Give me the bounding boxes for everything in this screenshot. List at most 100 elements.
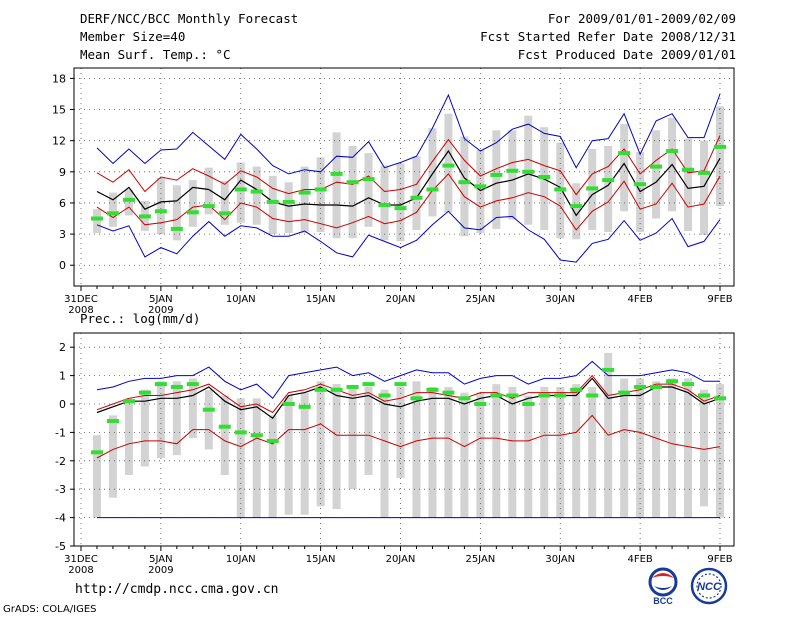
panel2-ytick-label: 2: [59, 341, 66, 354]
panel2-series-upper: [96, 374, 721, 414]
panel2-ytick-label: -2: [55, 455, 66, 468]
panel1-median: [522, 169, 535, 174]
panel2-median: [90, 450, 103, 455]
ncc-logo-text: NCC: [697, 581, 722, 593]
panel1-box: [188, 180, 197, 227]
panel2-box: [156, 381, 165, 458]
panel1-median: [138, 214, 151, 219]
panel2-median: [538, 393, 551, 398]
panel2-box: [444, 386, 453, 518]
panel2-median: [314, 387, 327, 392]
panel1-ytick-label: 15: [52, 104, 66, 117]
panel2-median: [394, 382, 407, 387]
panel1-median: [346, 180, 359, 185]
panel1-xtick-sublabel: 2009: [148, 305, 173, 316]
panel1-box: [236, 162, 245, 223]
panel1-median: [714, 144, 726, 149]
panel2-median: [266, 438, 279, 443]
panel1-median: [250, 189, 263, 194]
panel1-box: [700, 140, 709, 236]
panel1-box: [204, 167, 213, 215]
panel2-xtick-sublabel: 2009: [148, 565, 173, 576]
panel2-median: [698, 393, 711, 398]
panel2-xtick-label: 9FEB: [707, 554, 732, 565]
forecast-produced: Fcst Produced Date 2009/01/01: [517, 47, 736, 62]
panel1-xtick-label: 30JAN: [545, 294, 575, 305]
panel2-median: [202, 407, 215, 412]
panel2-median: [458, 396, 471, 401]
panel1-box: [572, 183, 581, 240]
panel1-median: [330, 171, 343, 176]
panel2-ytick-label: 1: [59, 370, 66, 383]
panel1-median: [682, 167, 695, 172]
panel2-xtick-label: 4FEB: [627, 554, 652, 565]
panel2-xtick-label: 10JAN: [226, 554, 256, 565]
panel2-box: [204, 389, 213, 450]
panel1-box: [716, 106, 724, 207]
panel2-xtick-label: 30JAN: [545, 554, 575, 565]
forecast-started: Fcst Started Refer Date 2008/12/31: [480, 29, 736, 44]
panel2-xtick-label: 25JAN: [465, 554, 495, 565]
panel2-box: [652, 381, 661, 518]
member-size: Member Size=40: [80, 29, 186, 44]
panel1-series-min: [96, 210, 721, 263]
panel2-box: [700, 389, 709, 507]
source-url[interactable]: http://cmdp.ncc.cma.gov.cn: [75, 582, 279, 597]
variable-label: Mean Surf. Temp.: °C: [80, 47, 231, 62]
panel1-box: [252, 166, 261, 225]
panel1-median: [170, 226, 183, 231]
panel1-median: [650, 164, 663, 169]
panel1-series-lower: [96, 173, 721, 231]
panel1-median: [394, 206, 407, 211]
panel1-box: [620, 124, 629, 212]
panel1-median: [586, 186, 599, 191]
panel1-box: [124, 189, 133, 216]
panel2-xtick-sublabel: 2008: [68, 565, 93, 576]
panel1-box: [604, 145, 613, 233]
panel1-ytick-label: 0: [59, 259, 66, 272]
panel2-median: [442, 390, 455, 395]
panel1-median: [442, 163, 455, 168]
panel1-median: [282, 199, 295, 204]
panel2-median: [618, 390, 631, 395]
panel2-box: [380, 389, 389, 518]
panel1-median: [218, 211, 231, 216]
panel1-median: [234, 187, 247, 192]
panel1-box: [348, 145, 357, 239]
panel1-median: [106, 211, 119, 216]
panel1-box: [476, 150, 485, 234]
panel1-ytick-label: 18: [52, 72, 66, 85]
panel1-box: [300, 166, 309, 234]
panel2-median: [586, 393, 599, 398]
panel1-median: [186, 210, 199, 215]
panel1-median: [538, 175, 551, 179]
panel1-median: [506, 168, 519, 173]
bcc-logo-text: BCC: [653, 596, 673, 606]
forecast-period: For 2009/01/01-2009/02/09: [547, 11, 736, 26]
panel2-box: [300, 392, 309, 515]
panel2-median: [378, 393, 391, 398]
panel2-median: [666, 379, 679, 384]
panel1-ytick-label: 3: [59, 228, 66, 241]
panel1-box: [172, 185, 181, 241]
panel1-ytick-label: 9: [59, 166, 66, 179]
panel1-frame: [73, 67, 735, 287]
panel2-box: [428, 386, 437, 518]
panel2-xtick-label: 5JAN: [149, 554, 172, 565]
panel2-median: [298, 404, 311, 409]
panel2-box: [236, 398, 245, 518]
panel1-xtick-sublabel: 2008: [68, 305, 93, 316]
panel2-series-max: [96, 360, 720, 400]
panel1-box: [652, 130, 661, 219]
panel2-box: [492, 384, 501, 518]
panel1-median: [634, 182, 647, 187]
panel2-median: [122, 399, 135, 404]
panel1-median: [698, 170, 711, 175]
panel2-median: [362, 382, 375, 387]
panel2-median: [426, 387, 439, 392]
panel2-median: [714, 396, 726, 401]
panel1-xtick-label: 4FEB: [627, 294, 652, 305]
panel1-xtick-label: 25JAN: [465, 294, 495, 305]
panel1-box: [396, 163, 405, 242]
panel1-xtick-label: 15JAN: [306, 294, 336, 305]
